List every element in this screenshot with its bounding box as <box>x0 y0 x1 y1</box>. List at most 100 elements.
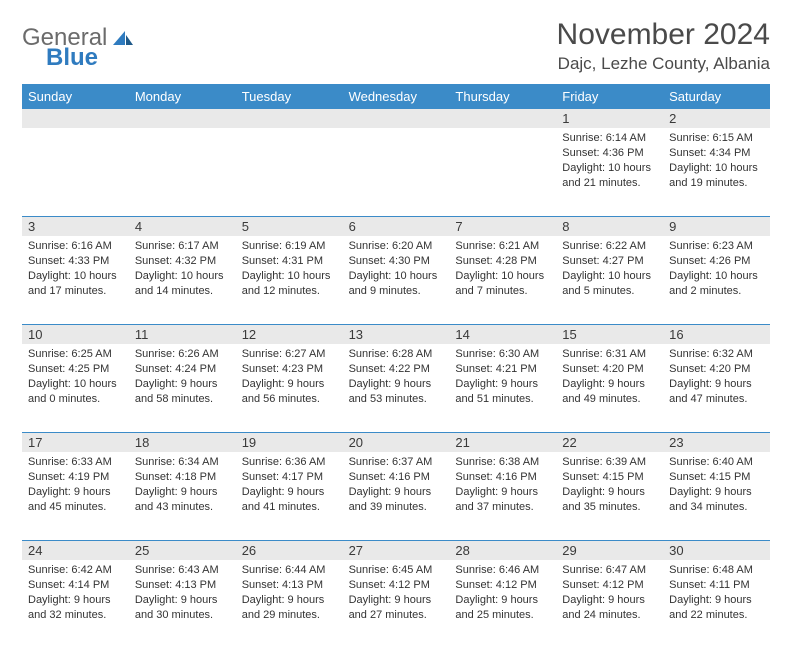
daylight-text: and 25 minutes. <box>455 608 550 623</box>
daylight-text: and 14 minutes. <box>135 284 230 299</box>
daylight-text: Daylight: 9 hours <box>349 377 444 392</box>
daylight-text: Daylight: 10 hours <box>455 269 550 284</box>
day-number: 7 <box>449 217 556 236</box>
day-cell: Sunrise: 6:33 AMSunset: 4:19 PMDaylight:… <box>22 452 129 540</box>
day-cell: Sunrise: 6:17 AMSunset: 4:32 PMDaylight:… <box>129 236 236 324</box>
sunrise-text: Sunrise: 6:27 AM <box>242 347 337 362</box>
day-number: 15 <box>556 325 663 344</box>
day-cell: Sunrise: 6:39 AMSunset: 4:15 PMDaylight:… <box>556 452 663 540</box>
daylight-text: Daylight: 9 hours <box>455 593 550 608</box>
daylight-text: and 2 minutes. <box>669 284 764 299</box>
week-row: Sunrise: 6:16 AMSunset: 4:33 PMDaylight:… <box>22 236 770 324</box>
sunset-text: Sunset: 4:12 PM <box>562 578 657 593</box>
daylight-text: Daylight: 9 hours <box>28 485 123 500</box>
daylight-text: and 53 minutes. <box>349 392 444 407</box>
sunrise-text: Sunrise: 6:45 AM <box>349 563 444 578</box>
daylight-text: and 27 minutes. <box>349 608 444 623</box>
daylight-text: Daylight: 9 hours <box>28 593 123 608</box>
daylight-text: and 0 minutes. <box>28 392 123 407</box>
day-cell: Sunrise: 6:16 AMSunset: 4:33 PMDaylight:… <box>22 236 129 324</box>
day-cell: Sunrise: 6:46 AMSunset: 4:12 PMDaylight:… <box>449 560 556 648</box>
daylight-text: and 17 minutes. <box>28 284 123 299</box>
daylight-text: and 7 minutes. <box>455 284 550 299</box>
day-number-row: 12 <box>22 109 770 128</box>
daylight-text: Daylight: 10 hours <box>28 377 123 392</box>
sunrise-text: Sunrise: 6:47 AM <box>562 563 657 578</box>
sunset-text: Sunset: 4:22 PM <box>349 362 444 377</box>
day-cell: Sunrise: 6:28 AMSunset: 4:22 PMDaylight:… <box>343 344 450 432</box>
sunset-text: Sunset: 4:24 PM <box>135 362 230 377</box>
daylight-text: and 5 minutes. <box>562 284 657 299</box>
daylight-text: and 12 minutes. <box>242 284 337 299</box>
empty-cell <box>129 128 236 216</box>
day-cell: Sunrise: 6:32 AMSunset: 4:20 PMDaylight:… <box>663 344 770 432</box>
sunset-text: Sunset: 4:17 PM <box>242 470 337 485</box>
daylight-text: Daylight: 10 hours <box>135 269 230 284</box>
daylight-text: Daylight: 9 hours <box>135 485 230 500</box>
daylight-text: and 9 minutes. <box>349 284 444 299</box>
day-number: 17 <box>22 433 129 452</box>
daylight-text: Daylight: 10 hours <box>349 269 444 284</box>
daylight-text: Daylight: 9 hours <box>562 377 657 392</box>
daylight-text: and 35 minutes. <box>562 500 657 515</box>
day-number: 5 <box>236 217 343 236</box>
day-number: 20 <box>343 433 450 452</box>
day-number-row: 3456789 <box>22 216 770 236</box>
sunrise-text: Sunrise: 6:34 AM <box>135 455 230 470</box>
weekday-header: Monday <box>129 84 236 109</box>
day-number <box>449 109 556 128</box>
sunset-text: Sunset: 4:15 PM <box>669 470 764 485</box>
day-number: 2 <box>663 109 770 128</box>
sunrise-text: Sunrise: 6:20 AM <box>349 239 444 254</box>
sunset-text: Sunset: 4:25 PM <box>28 362 123 377</box>
daylight-text: and 34 minutes. <box>669 500 764 515</box>
day-cell: Sunrise: 6:26 AMSunset: 4:24 PMDaylight:… <box>129 344 236 432</box>
daylight-text: Daylight: 9 hours <box>349 485 444 500</box>
empty-cell <box>343 128 450 216</box>
day-number-row: 10111213141516 <box>22 324 770 344</box>
day-number: 18 <box>129 433 236 452</box>
week-row: Sunrise: 6:14 AMSunset: 4:36 PMDaylight:… <box>22 128 770 216</box>
day-number: 3 <box>22 217 129 236</box>
sunrise-text: Sunrise: 6:46 AM <box>455 563 550 578</box>
daylight-text: and 24 minutes. <box>562 608 657 623</box>
day-number: 26 <box>236 541 343 560</box>
sunrise-text: Sunrise: 6:17 AM <box>135 239 230 254</box>
sunset-text: Sunset: 4:20 PM <box>562 362 657 377</box>
empty-cell <box>236 128 343 216</box>
sunset-text: Sunset: 4:16 PM <box>455 470 550 485</box>
sunrise-text: Sunrise: 6:25 AM <box>28 347 123 362</box>
daylight-text: and 30 minutes. <box>135 608 230 623</box>
daylight-text: Daylight: 9 hours <box>135 377 230 392</box>
sunset-text: Sunset: 4:12 PM <box>349 578 444 593</box>
daylight-text: Daylight: 9 hours <box>669 485 764 500</box>
day-number <box>236 109 343 128</box>
location-text: Dajc, Lezhe County, Albania <box>557 54 770 74</box>
sunset-text: Sunset: 4:23 PM <box>242 362 337 377</box>
day-number: 12 <box>236 325 343 344</box>
daylight-text: and 45 minutes. <box>28 500 123 515</box>
daylight-text: Daylight: 9 hours <box>562 485 657 500</box>
day-number: 24 <box>22 541 129 560</box>
sunset-text: Sunset: 4:31 PM <box>242 254 337 269</box>
daylight-text: Daylight: 9 hours <box>455 485 550 500</box>
sunrise-text: Sunrise: 6:28 AM <box>349 347 444 362</box>
sunrise-text: Sunrise: 6:19 AM <box>242 239 337 254</box>
daylight-text: and 51 minutes. <box>455 392 550 407</box>
sunset-text: Sunset: 4:36 PM <box>562 146 657 161</box>
sunrise-text: Sunrise: 6:22 AM <box>562 239 657 254</box>
month-title: November 2024 <box>557 18 770 52</box>
sunset-text: Sunset: 4:14 PM <box>28 578 123 593</box>
logo-text-blue: Blue <box>46 44 98 71</box>
sunset-text: Sunset: 4:33 PM <box>28 254 123 269</box>
day-cell: Sunrise: 6:48 AMSunset: 4:11 PMDaylight:… <box>663 560 770 648</box>
day-number-row: 24252627282930 <box>22 540 770 560</box>
day-cell: Sunrise: 6:19 AMSunset: 4:31 PMDaylight:… <box>236 236 343 324</box>
sunrise-text: Sunrise: 6:48 AM <box>669 563 764 578</box>
weekday-header: Saturday <box>663 84 770 109</box>
day-number: 16 <box>663 325 770 344</box>
week-row: Sunrise: 6:25 AMSunset: 4:25 PMDaylight:… <box>22 344 770 432</box>
week-row: Sunrise: 6:42 AMSunset: 4:14 PMDaylight:… <box>22 560 770 648</box>
daylight-text: Daylight: 9 hours <box>349 593 444 608</box>
day-cell: Sunrise: 6:34 AMSunset: 4:18 PMDaylight:… <box>129 452 236 540</box>
